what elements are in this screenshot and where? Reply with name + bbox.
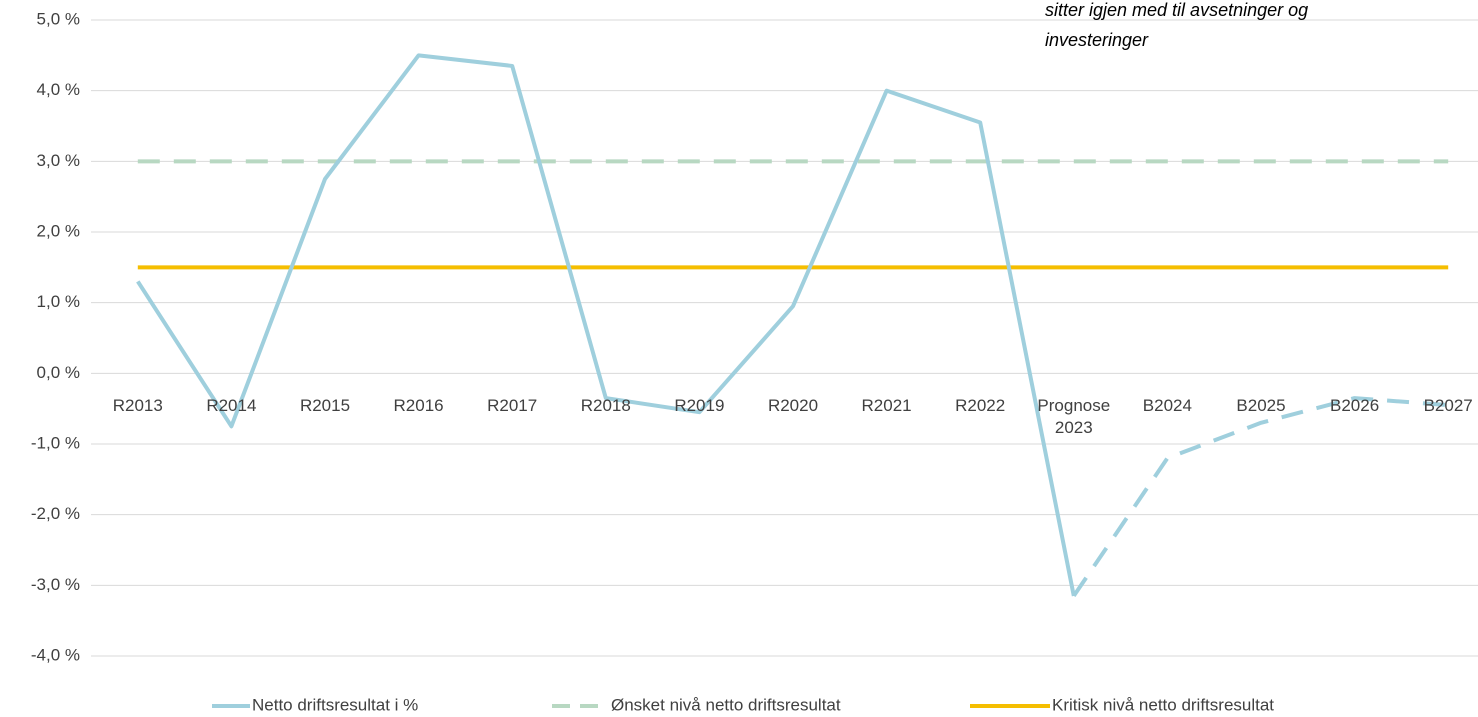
x-tick-label: B2026 xyxy=(1330,396,1380,416)
y-tick-label: 3,0 % xyxy=(37,151,80,170)
x-tick-label: R2020 xyxy=(767,396,819,416)
x-tick-label: R2021 xyxy=(861,396,912,416)
y-tick-label: -2,0 % xyxy=(31,504,80,523)
y-tick-label: -1,0 % xyxy=(31,433,80,452)
y-tick-label: 5,0 % xyxy=(37,9,80,28)
x-tick-label: R2017 xyxy=(487,396,538,416)
x-tick-label: R2018 xyxy=(580,396,631,416)
y-tick-label: 2,0 % xyxy=(37,221,80,240)
x-tick-label: R2022 xyxy=(955,396,1006,416)
legend-label: Ønsket nivå netto driftsresultat xyxy=(611,695,841,714)
annotation: sitter igjen med til avsetninger og xyxy=(1045,0,1309,20)
y-tick-label: 1,0 % xyxy=(37,292,80,311)
x-tick-label: R2015 xyxy=(299,396,351,416)
x-tick-label: B2027 xyxy=(1423,396,1473,416)
x-tick-label: R2013 xyxy=(112,396,163,416)
y-tick-label: 4,0 % xyxy=(37,80,80,99)
y-tick-label: -3,0 % xyxy=(31,575,80,594)
annotation: investeringer xyxy=(1045,30,1149,50)
x-tick-label: R2014 xyxy=(206,396,257,416)
legend-label: Kritisk nivå netto driftsresultat xyxy=(1052,695,1274,714)
x-tick-label: R2019 xyxy=(674,396,725,416)
x-tick-label: B2025 xyxy=(1236,396,1286,416)
x-tick-label: R2016 xyxy=(393,396,444,416)
x-tick-label: B2024 xyxy=(1142,396,1192,416)
series-line xyxy=(1072,396,1449,598)
y-tick-label: 0,0 % xyxy=(37,363,80,382)
x-tick-label: Prognose 2023 xyxy=(1037,396,1111,438)
series-line xyxy=(136,53,1076,597)
legend-label: Netto driftsresultat i % xyxy=(252,695,418,714)
y-tick-label: -4,0 % xyxy=(31,645,80,664)
